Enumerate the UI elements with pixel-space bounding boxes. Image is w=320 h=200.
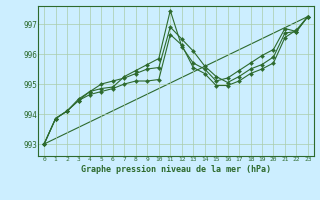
X-axis label: Graphe pression niveau de la mer (hPa): Graphe pression niveau de la mer (hPa) — [81, 165, 271, 174]
